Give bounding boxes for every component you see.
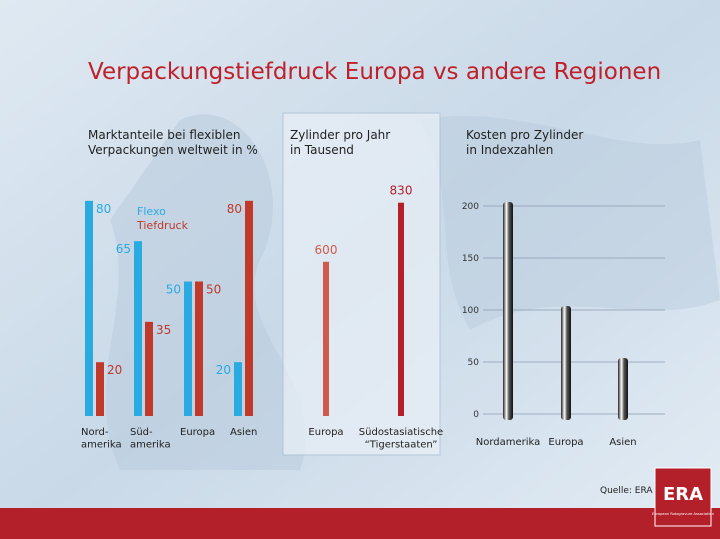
y-tick-label: 200 [462,202,479,212]
bar [184,281,192,416]
cylinder [618,358,628,420]
value-label: 20 [107,363,122,377]
footer-band [0,508,720,539]
y-tick-label: 0 [473,410,479,420]
legend-entry: Tiefdruck [136,219,189,232]
logo [654,467,712,527]
bar [96,362,104,416]
value-label: 20 [216,363,231,377]
value-label: 65 [116,242,131,256]
subtitle: Zylinder pro Jahr in Tausend [290,128,390,157]
x-tick-label: Südostasiatische “Tigerstaaten” [359,427,443,451]
cylinder [561,306,571,420]
value-label: 50 [206,282,221,296]
cylinder [503,202,513,420]
bar [134,241,142,416]
bar [85,200,93,416]
x-tick-label: Asien [609,437,636,448]
value-label: 35 [156,322,171,336]
subtitle: Marktanteile bei flexiblen Verpackungen w… [88,128,258,157]
logo-name: ERA [663,484,703,505]
value-label: 80 [227,201,242,215]
map-shape [105,114,306,471]
x-tick-label: Nord-amerika [81,427,122,451]
x-tick-label: Süd-amerika [130,427,171,451]
bar [245,200,253,416]
y-tick-label: 150 [462,254,479,264]
bar [323,261,329,416]
bar [398,202,404,416]
x-tick-label: Europa [180,427,215,438]
x-tick-label: Nordamerika [476,437,541,448]
value-label: 50 [166,282,181,296]
panel [282,112,441,456]
bar [195,281,203,416]
x-tick-label: Europa [548,437,583,448]
y-tick-label: 50 [468,358,480,368]
source: Quelle: ERA [600,486,653,496]
subtitle: Kosten pro Zylinder in Indexzahlen [466,128,583,157]
value-label: 830 [390,183,413,197]
value-label: 600 [315,242,338,256]
x-tick-label: Europa [308,427,343,438]
value-label: 80 [96,201,111,215]
x-tick-label: Asien [230,427,257,438]
bar [145,321,153,416]
map-shape [420,115,720,330]
logo-tagline: European Rotogravure Association [652,512,714,516]
y-tick-label: 100 [462,306,479,316]
legend-entry: Flexo [137,205,166,218]
bar [234,362,242,416]
title: Verpackungstiefdruck Europa vs andere Re… [88,59,661,85]
